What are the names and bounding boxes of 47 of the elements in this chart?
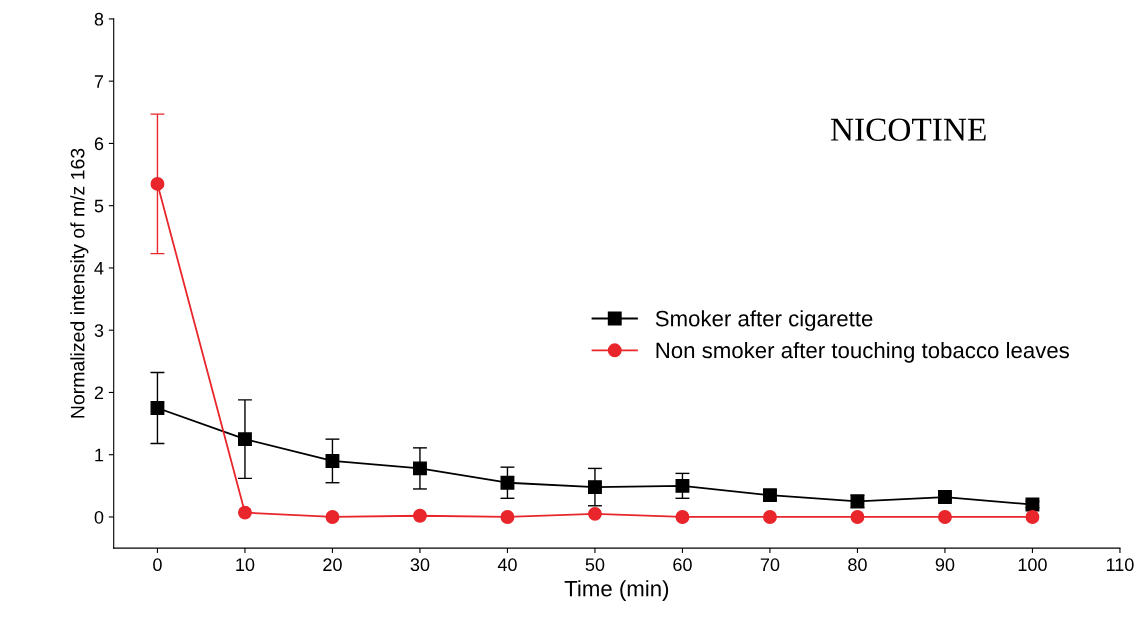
x-axis-title: Time (min) xyxy=(564,580,669,601)
point xyxy=(325,510,340,524)
y-tick-label: 6 xyxy=(94,137,104,151)
y-tick-label: 1 xyxy=(95,448,104,462)
point xyxy=(150,176,165,191)
x-tick-label: 30 xyxy=(410,558,430,572)
x-tick-label: 40 xyxy=(497,558,517,572)
x-tick-label: 80 xyxy=(848,558,867,572)
x-tick-label: 10 xyxy=(236,558,255,572)
y-tick-label: 8 xyxy=(94,12,104,26)
point xyxy=(1025,510,1040,524)
y-tick-label: 4 xyxy=(94,262,104,275)
x-tick-label: 60 xyxy=(673,558,692,572)
point xyxy=(500,475,515,490)
legend-label: Smoker after cigarette xyxy=(655,310,873,331)
point xyxy=(500,510,515,524)
x-tick-label: 20 xyxy=(323,558,342,572)
point xyxy=(413,508,427,523)
point xyxy=(150,401,165,415)
point xyxy=(675,478,690,493)
y-axis-title: Normalized intensity of m/z 163 xyxy=(70,148,89,418)
x-tick-label: 100 xyxy=(1018,558,1047,572)
point xyxy=(763,488,777,503)
point xyxy=(675,510,690,524)
point xyxy=(1025,497,1040,512)
y-tick-label: 3 xyxy=(94,324,104,337)
y-tick-label: 7 xyxy=(94,75,104,88)
point xyxy=(588,480,602,495)
x-tick-label: 0 xyxy=(153,558,162,572)
y-tick-label: 5 xyxy=(94,199,104,213)
point xyxy=(938,490,952,504)
point xyxy=(413,461,427,476)
x-tick-label: 90 xyxy=(935,558,955,572)
point xyxy=(938,510,952,524)
point xyxy=(588,506,602,521)
legend-label: Non smoker after touching tobacco leaves xyxy=(656,341,1069,363)
x-tick-label: 110 xyxy=(1106,558,1134,572)
point xyxy=(850,510,865,524)
point xyxy=(325,453,340,468)
y-tick-label: 0 xyxy=(94,510,104,524)
point xyxy=(763,510,777,524)
annotation: NICOTINE xyxy=(830,118,986,141)
y-tick-label: 2 xyxy=(94,386,104,399)
x-tick-label: 70 xyxy=(760,558,780,572)
x-tick-label: 50 xyxy=(585,558,605,572)
point xyxy=(238,432,252,447)
point xyxy=(238,505,252,520)
